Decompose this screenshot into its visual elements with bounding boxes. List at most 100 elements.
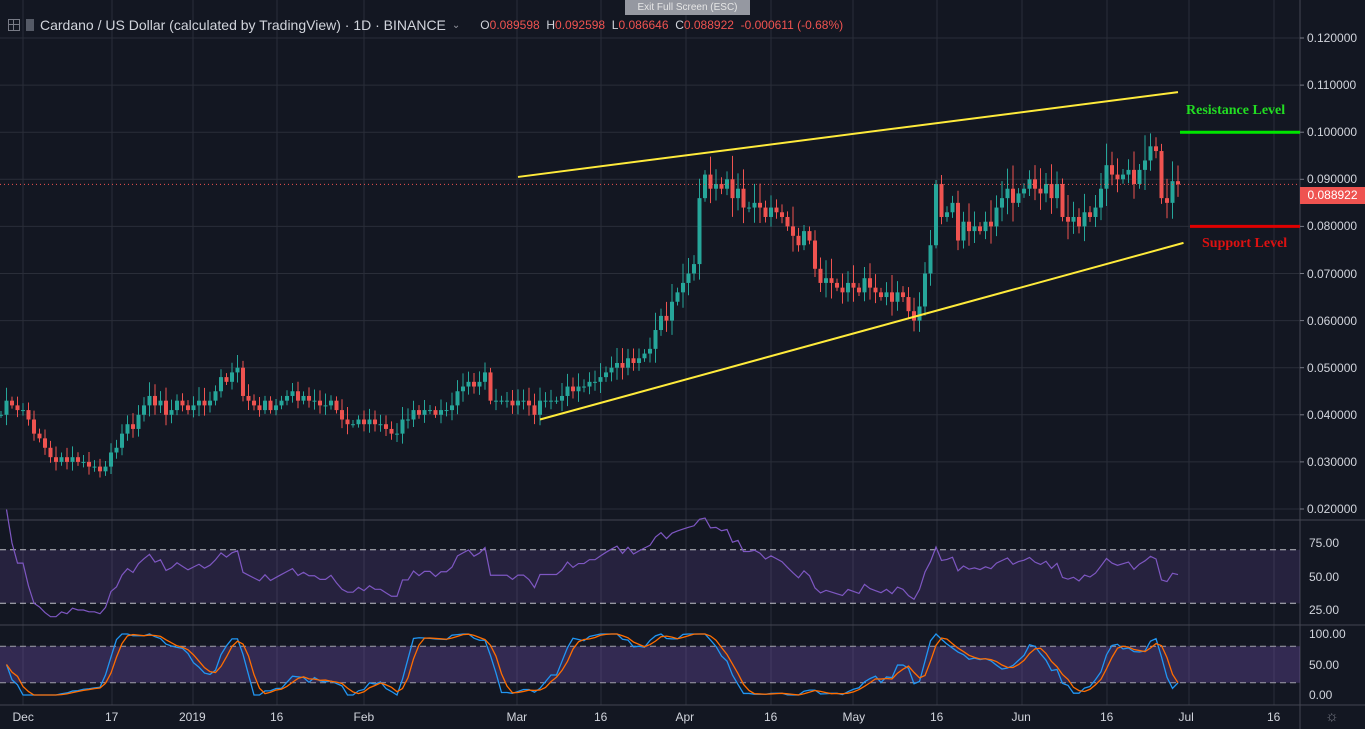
candle-body [444,410,449,412]
candle-body [285,395,289,401]
exit-fullscreen-tooltip: Exit Full Screen (ESC) [625,0,750,15]
candle-body [1143,160,1147,170]
candle-body [1148,146,1153,161]
candle-body [967,221,971,232]
candle-body [780,212,784,217]
trendline-upper [517,91,1179,178]
candle-body [818,268,823,283]
candle-body [191,405,196,411]
candle-body [576,386,581,392]
candle-body [450,405,454,411]
candle-body [538,400,542,415]
candle-body [477,381,482,387]
candle-body [103,466,108,472]
candle-body [796,235,801,246]
chevron-down-icon[interactable]: ⌄ [451,19,461,31]
time-axis-label: Mar [506,710,528,724]
candle-body [549,400,553,402]
candle-body [433,410,438,415]
rsi-line [5,509,1179,618]
candle-body [1044,184,1048,194]
time-axis-label: Apr [675,710,695,724]
candle-body [1088,212,1092,217]
candle-body [65,457,69,462]
symbol-title[interactable]: Cardano / US Dollar (calculated by Tradi… [40,17,446,33]
candle-body [411,410,416,420]
candle-body [384,424,388,429]
candle-body [186,405,190,411]
stoch-band [0,646,1300,683]
candle-body [180,400,185,406]
candle-body [1132,169,1136,185]
candle-body [851,282,856,288]
candle-body [109,452,113,467]
time-axis-label: Dec [12,710,34,724]
candle-body [681,282,685,293]
candle-body [81,461,86,463]
candle-body [879,292,883,298]
candle-body [197,400,201,406]
candle-body [824,278,828,283]
candle-body [169,410,174,415]
candle-body [956,202,960,241]
time-axis-label: 16 [1100,710,1114,724]
candle-body [329,400,333,406]
candle-body [983,221,988,232]
candle-body [323,405,328,407]
price-axis-label: 0.090000 [1307,172,1358,187]
candle-body [598,377,603,382]
candle-body [565,386,570,396]
candle-body [98,466,102,472]
time-axis-label: Feb [353,710,375,724]
candle-body [1099,188,1103,208]
candle-body [1165,198,1169,203]
candle-body [378,424,383,426]
candle-body [758,202,762,208]
candle-body [714,184,718,189]
candle-body [807,231,812,241]
candle-body [1060,184,1065,217]
candle-body [158,400,163,406]
candle-body [609,367,614,373]
candle-body [923,273,927,307]
candle-body [59,457,64,462]
candle-body [334,400,339,411]
candle-body [906,297,911,312]
candle-body [708,174,713,189]
candle-body [274,405,278,411]
candle-body [1082,212,1087,227]
crosshair-icon[interactable] [8,19,20,31]
stoch-axis-label: 50.00 [1309,657,1340,672]
settings-gear-icon[interactable]: ☼ [1325,708,1339,725]
candle-body [736,188,740,199]
candle-body [1104,165,1109,189]
candle-body [21,410,25,412]
time-axis-label: 16 [764,710,778,724]
candle-body [439,410,443,415]
candle-body [230,372,234,382]
candle-body [631,358,636,363]
time-axis-label: 17 [105,710,119,724]
candle-body [15,405,20,411]
candle-body [752,202,757,208]
price-axis-label: 0.110000 [1307,78,1357,93]
candle-body [648,348,652,354]
stoch-axis-label: 0.00 [1309,688,1333,702]
candle-body [241,367,245,396]
candle-body [10,400,14,406]
candle-body [246,395,251,401]
candle-body [340,410,344,420]
candle-body [769,207,773,217]
time-axis-label: 16 [1267,710,1281,724]
time-axis-label: May [842,710,866,724]
candle-body [32,419,36,434]
candle-body [147,395,152,406]
candle-body [895,292,900,302]
candle-body [373,419,377,425]
candle-body [774,207,779,213]
candle-body [1027,179,1032,189]
candle-body [686,273,691,283]
candle-body [406,419,410,421]
